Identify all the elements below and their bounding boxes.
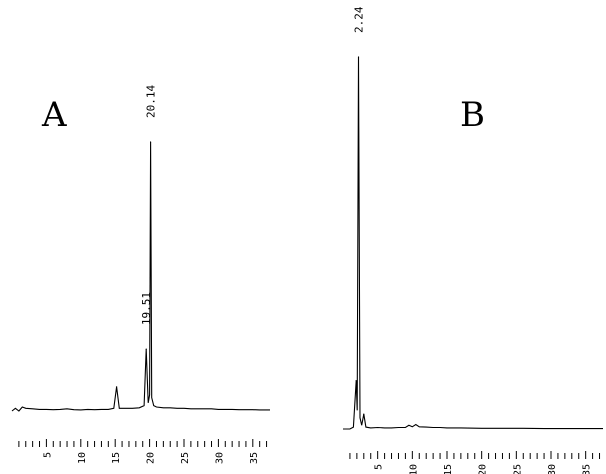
peak-point-a-2 [149,141,152,143]
peak-point-b-0 [357,56,360,58]
peak-point-a-0 [115,386,118,388]
peak-point-b-2 [363,413,365,415]
tick-label-b-10: 10 [408,464,419,474]
panel-letter-b: B [460,95,485,135]
series-line-b [343,56,603,430]
tick-label-a-10: 10 [77,452,88,464]
tick-label-a-30: 30 [214,452,225,464]
peak-point-a-1 [145,348,147,350]
peak-point-b-1 [355,380,357,382]
peak-label-a-2: 20.14 [145,85,158,118]
chromatogram-panel-b: B 5 10 15 20 25 30 35 2.24 [343,6,603,474]
tick-label-a-35: 35 [249,452,260,464]
series-line-a [11,141,270,412]
peak-label-a-1: 19.51 [140,292,153,325]
tick-label-a-20: 20 [146,452,157,464]
chromatogram-panel-a: A 5 10 15 20 25 30 35 19.51 20.14 [11,85,270,464]
panel-letter-a: A [41,95,67,135]
tick-label-b-25: 25 [512,464,523,474]
tick-label-b-35: 35 [582,464,593,474]
peak-label-b-0: 2.24 [353,6,366,33]
tick-label-b-20: 20 [478,464,489,474]
tick-label-b-30: 30 [547,464,558,474]
tick-label-a-25: 25 [180,452,191,464]
tick-label-b-15: 15 [443,464,454,474]
tick-label-b-5: 5 [374,464,385,470]
tick-label-a-5: 5 [42,452,53,458]
tick-label-a-15: 15 [111,452,122,464]
